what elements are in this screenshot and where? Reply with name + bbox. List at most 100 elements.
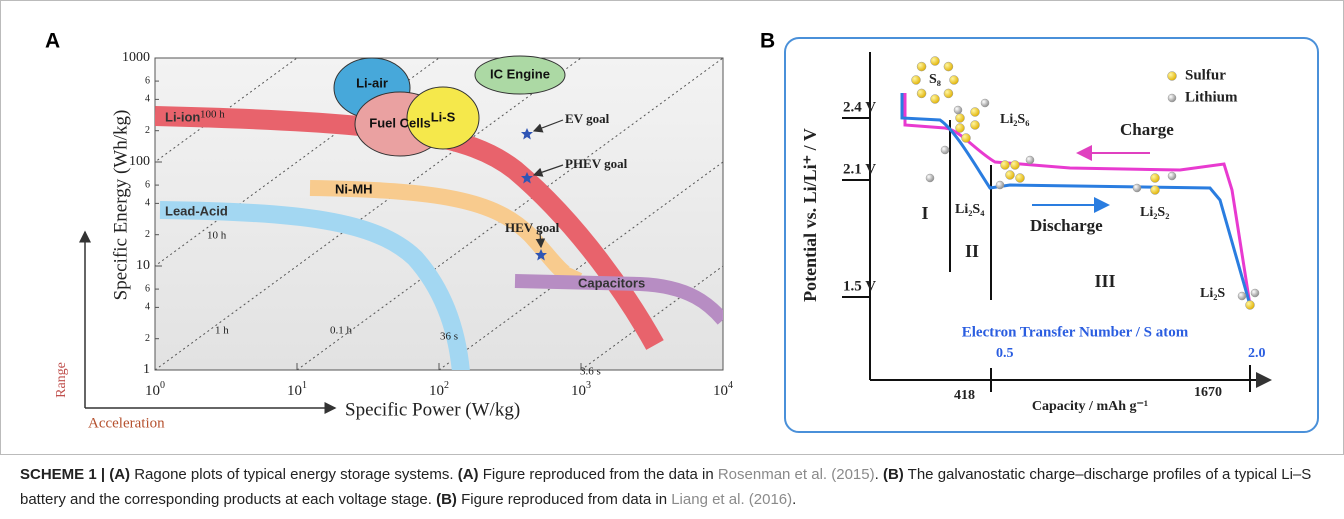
sulfur-atom	[1000, 160, 1010, 170]
sulfur-atom	[955, 123, 965, 133]
tick-exponent: 0	[160, 380, 165, 391]
charge-curve	[903, 93, 1252, 306]
species-label: Li₂S₄	[955, 202, 985, 217]
tick-exponent: 1	[302, 380, 307, 391]
lithium-atom	[1132, 183, 1142, 193]
caption-segment[interactable]: Rosenman et al. (2015)	[717, 466, 875, 483]
system-label: Lead-Acid	[165, 203, 228, 218]
x-tick-label: 104	[713, 380, 733, 399]
caption-segment: (B)	[882, 466, 904, 483]
goal-stars	[521, 128, 547, 261]
time-label: 10 h	[207, 230, 227, 242]
time-line	[296, 58, 723, 370]
tick-base: 10	[571, 383, 586, 399]
caption-segment: Figure reproduced from data in	[456, 491, 672, 508]
x-axis-title: Capacity / mAh g⁻¹	[1032, 399, 1148, 414]
lead-acid-band	[159, 201, 470, 370]
x-tick-label: 103	[571, 380, 591, 399]
sulfur-atom	[949, 75, 959, 85]
goal-label: EV goal	[565, 111, 610, 126]
goal-label: PHEV goal	[565, 156, 628, 171]
sulfur-atom	[930, 94, 940, 104]
y-minor-tick-label: 6	[145, 75, 150, 86]
species-label: Li₂S₆	[1000, 112, 1029, 127]
y-minor-tick-label: 6	[145, 179, 150, 190]
tick-base: 10	[429, 383, 444, 399]
sulfur-atom	[916, 61, 927, 72]
legend-label: Sulfur	[1185, 67, 1226, 83]
lithium-atom	[953, 105, 963, 115]
lithium-atom	[1167, 171, 1177, 181]
y-minor-tick-label: 4	[145, 94, 150, 105]
caption-segment: (A)	[457, 466, 479, 483]
sulfur-atom	[911, 75, 921, 85]
voltage-label: 2.4 V	[843, 99, 876, 115]
sulfur-atom	[970, 107, 980, 117]
lithium-atom	[995, 180, 1005, 190]
system-label: IC Engine	[490, 66, 550, 81]
capacity-tick: 418	[954, 388, 975, 403]
sulfur-atom	[1150, 173, 1160, 183]
region-label: II	[965, 241, 979, 261]
range-arrows	[79, 230, 337, 414]
tick-base: 10	[145, 383, 160, 399]
lithium-atom	[1167, 93, 1177, 103]
region-label: I	[921, 203, 928, 223]
sulfur-atom	[943, 88, 954, 99]
y-minor-tick-label: 2	[145, 333, 150, 344]
acceleration-label: Acceleration	[88, 415, 165, 431]
y-tick-label: 100	[129, 154, 150, 169]
sulfur-atom	[1010, 160, 1020, 170]
system-label: Fuel Cells	[369, 115, 430, 130]
lithium-atom	[925, 173, 935, 183]
y-axis-title: Specific Energy (Wh/kg)	[110, 110, 131, 301]
sulfur-atom	[916, 88, 927, 99]
sulfur-atom	[955, 113, 965, 123]
ic-engine-ellipse	[474, 55, 566, 95]
y-minor-tick-label: 4	[145, 302, 150, 313]
time-label: 3.6 s	[580, 366, 601, 378]
sulfur-atom	[1167, 71, 1177, 81]
discharge-label: Discharge	[1030, 216, 1103, 235]
sulfur-atom	[970, 120, 980, 130]
sulfur-atom	[930, 56, 940, 66]
li-s-ellipse	[406, 86, 480, 150]
y-minor-tick-label: 4	[145, 198, 150, 209]
charge-label: Charge	[1120, 120, 1174, 139]
species-label: S₈	[929, 72, 941, 87]
electron-axis-title: Electron Transfer Number / S atom	[962, 324, 1189, 340]
capacitor-band	[514, 274, 723, 325]
time-label: 0.1 h	[330, 325, 353, 337]
panel-label: B	[760, 30, 775, 53]
caption: SCHEME 1 | (A) Ragone plots of typical e…	[20, 462, 1320, 512]
y-minor-tick-label: 2	[145, 229, 150, 240]
discharge-curve	[900, 93, 1252, 306]
tick-exponent: 4	[728, 380, 733, 391]
panel-b-box	[784, 37, 1319, 433]
molecules	[911, 56, 1260, 310]
sulfur-atom	[1245, 300, 1255, 310]
voltage-label: 2.1 V	[843, 161, 876, 177]
x-tick-label: 101	[287, 380, 307, 399]
time-label: 1 h	[215, 325, 229, 337]
x-tick-label: 100	[145, 380, 165, 399]
lithium-atom	[940, 145, 950, 155]
ni-mh-band	[309, 180, 583, 283]
lithium-atom	[1237, 291, 1247, 301]
caption-segment: Figure reproduced from the data in	[478, 466, 718, 483]
species-label: Li₂S	[1200, 286, 1225, 301]
sulfur-atom	[1150, 185, 1160, 195]
x-axis-title: Specific Power (W/kg)	[345, 399, 520, 420]
y-minor-tick-label: 6	[145, 283, 150, 294]
legend-label: Lithium	[1185, 89, 1238, 105]
region-label: III	[1094, 271, 1115, 291]
tick-exponent: 2	[444, 380, 449, 391]
lithium-atom	[1025, 155, 1035, 165]
system-label: Capacitors	[578, 275, 645, 290]
caption-segment: Ragone plots of typical energy storage s…	[130, 466, 458, 483]
axis-ticks	[154, 57, 724, 371]
system-label: Li-S	[431, 109, 456, 124]
caption-segment[interactable]: Liang et al. (2016)	[671, 491, 793, 508]
species-label: Li₂S₂	[1140, 205, 1169, 220]
